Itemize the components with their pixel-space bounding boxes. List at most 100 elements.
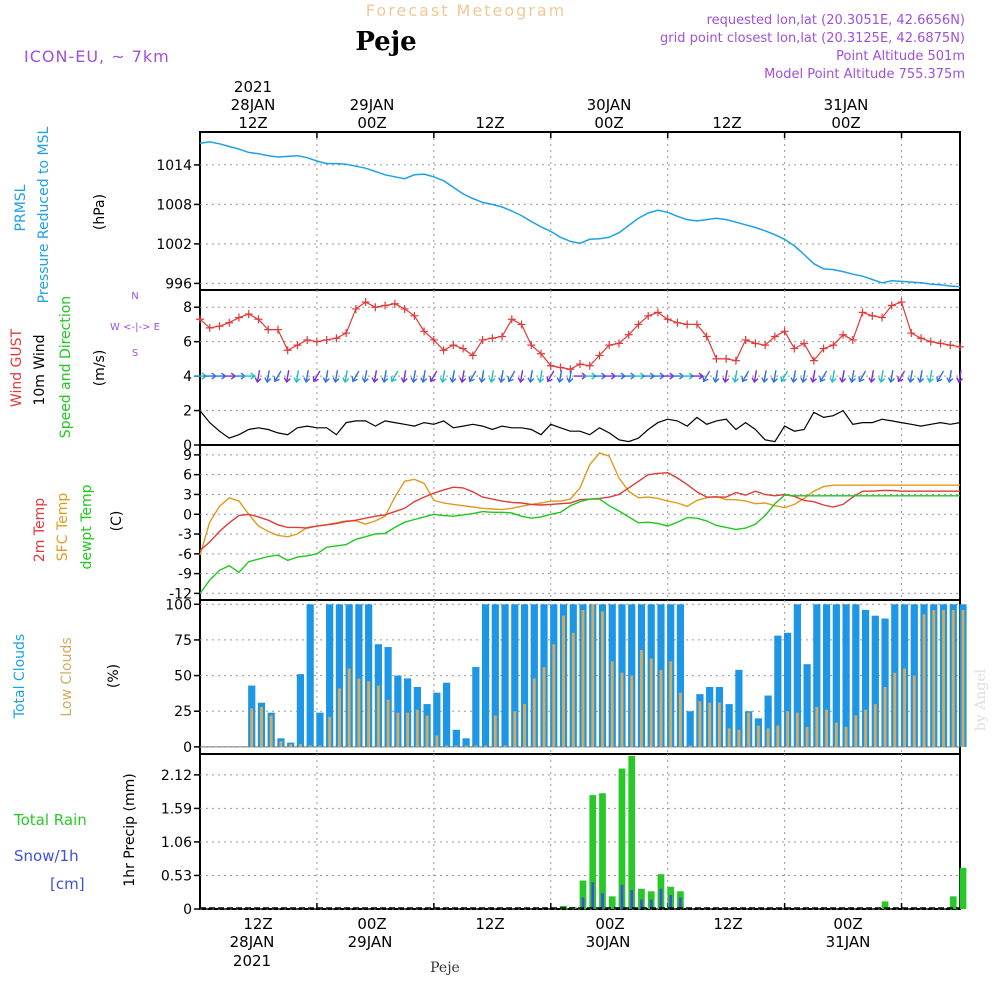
snow-label: Snow/1h [14, 847, 79, 865]
gust-point [478, 335, 487, 344]
panel-frame-pressure [199, 131, 961, 291]
gust-point [683, 320, 692, 329]
low-cloud-bar [601, 611, 604, 747]
top-date-1: 28JAN [231, 96, 276, 114]
low-cloud-bar [425, 715, 429, 747]
plot-area: 99610021008101402468-12-9-6-303690255075… [156, 131, 967, 918]
rain-bar [638, 888, 645, 909]
low-cloud-bar [825, 709, 829, 747]
ytick-label-pressure: 1002 [156, 237, 192, 253]
rain-bar [959, 867, 967, 909]
low-cloud-bar [912, 675, 916, 747]
total-cloud-bar [433, 692, 441, 747]
gust-point [731, 356, 740, 365]
low-cloud-bar [562, 615, 565, 747]
wind-dir-arrow [390, 370, 399, 383]
point-altitude: Point Altitude 501m [836, 49, 965, 64]
wind-dir-arrow [400, 370, 408, 384]
gust-point [946, 341, 955, 350]
low-cloud-bar [834, 722, 838, 747]
snow-bar [630, 890, 634, 909]
compass-n: N [131, 291, 138, 302]
low-cloud-bar [474, 745, 478, 747]
wind-dir-arrow [351, 370, 360, 383]
total-cloud-bar [520, 604, 529, 747]
top-date-6: 31JAN [824, 96, 869, 114]
model-name: ICON-EU, ~ 7km [24, 47, 170, 66]
wind-dir-arrow [878, 370, 886, 384]
gust-point [205, 323, 214, 332]
gust-point [848, 335, 857, 344]
gust-point [410, 311, 419, 320]
low-cloud-bar [260, 706, 263, 747]
total-cloud-bar [365, 604, 373, 747]
low-cloud-bar [786, 711, 790, 747]
total-cloud-bar [861, 609, 870, 747]
ytick-label-pressure: 1014 [156, 158, 192, 174]
wind-dir-arrow [800, 370, 808, 384]
low-cloud-bar [932, 609, 936, 747]
low-cloud-bar [873, 704, 877, 747]
wind-dir-arrow [722, 370, 730, 384]
wind-gust-label: Wind GUST [9, 328, 25, 407]
low-cloud-bar [678, 692, 682, 747]
gust-point [429, 335, 438, 344]
model-altitude: Model Point Altitude 755.375m [764, 67, 965, 82]
gust-point [283, 346, 292, 355]
ytick-label-pressure: 1008 [156, 197, 192, 213]
low-cloud-bar [610, 661, 614, 747]
low-cloud-bar [464, 745, 468, 747]
total-cloud-bar [316, 712, 324, 747]
gust-point [312, 337, 321, 346]
ytick-label-precipitation: 1.59 [161, 801, 192, 817]
total-cloud-bar [530, 604, 538, 747]
total-cloud-bar [871, 615, 879, 747]
gust-point [439, 346, 448, 355]
total-cloud-bar [725, 704, 733, 747]
low-cloud-bar [844, 726, 848, 747]
ytick-label-precipitation: 2.12 [161, 768, 192, 784]
gust-point [566, 365, 575, 374]
snow-bar [601, 893, 604, 909]
wind-dir-arrow [546, 370, 555, 383]
dewpoint-line [199, 494, 960, 594]
requested-coords: requested lon,lat (20.3051E, 42.6656N) [707, 13, 965, 28]
ytick-label-clouds: 50 [174, 669, 192, 685]
low-cloud-bar [367, 681, 371, 747]
top-time-2: 00Z [357, 114, 386, 132]
total-cloud-bar [472, 667, 480, 747]
low-cloud-bar [435, 735, 439, 747]
total-cloud-bar [452, 729, 460, 747]
gust-point [332, 334, 341, 343]
wind-dir-arrow [527, 370, 535, 384]
wind-dir-arrow [537, 370, 545, 384]
ytick-label-precipitation: 1.06 [161, 835, 192, 851]
gust-point [819, 344, 828, 353]
gust-point [488, 334, 497, 343]
rain-bar [949, 896, 957, 909]
top-time-4: 00Z [594, 114, 623, 132]
gust-point [644, 311, 653, 320]
wind-10m-label: 10m Wind [32, 334, 48, 405]
wind-dir-arrow [761, 370, 769, 384]
wind-dir-arrow [410, 370, 418, 384]
low-cloud-bar [396, 712, 400, 747]
pressure-line [199, 141, 961, 288]
low-cloud-bar [552, 644, 556, 747]
rain-bar [579, 880, 587, 909]
gust-point [215, 322, 224, 331]
ytick-label-temperature: 9 [183, 448, 192, 464]
ytick-label-precipitation: 0 [183, 902, 192, 918]
ytick-label-pressure: 996 [165, 276, 192, 292]
wind-dir-arrow [858, 370, 867, 383]
total-cloud-bar [296, 674, 305, 747]
gust-point [887, 301, 896, 310]
gust-point [361, 298, 370, 307]
wind-dir-arrow [780, 370, 789, 383]
gust-point [420, 327, 429, 336]
top-time-6: 00Z [831, 114, 860, 132]
temp-sfc-label: SFC Temp [55, 493, 71, 562]
low-cloud-bar [406, 712, 410, 747]
low-cloud-bar [630, 675, 634, 747]
